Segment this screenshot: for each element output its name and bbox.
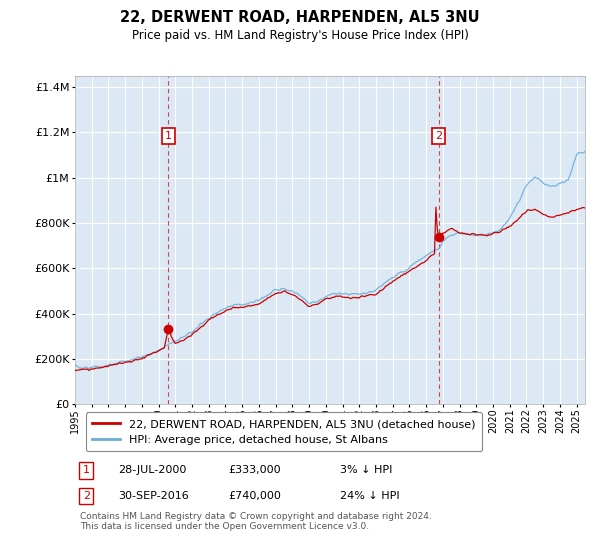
Legend: 22, DERWENT ROAD, HARPENDEN, AL5 3NU (detached house), HPI: Average price, detac: 22, DERWENT ROAD, HARPENDEN, AL5 3NU (de… [86, 412, 482, 451]
Text: 2: 2 [435, 130, 442, 141]
Text: 1: 1 [165, 130, 172, 141]
Text: 1: 1 [83, 465, 90, 475]
Text: 22, DERWENT ROAD, HARPENDEN, AL5 3NU: 22, DERWENT ROAD, HARPENDEN, AL5 3NU [120, 10, 480, 25]
Text: 3% ↓ HPI: 3% ↓ HPI [340, 465, 392, 475]
Text: 30-SEP-2016: 30-SEP-2016 [118, 491, 189, 501]
Text: 2: 2 [83, 491, 90, 501]
Text: Contains HM Land Registry data © Crown copyright and database right 2024.
This d: Contains HM Land Registry data © Crown c… [80, 512, 432, 531]
Text: £740,000: £740,000 [228, 491, 281, 501]
Text: 28-JUL-2000: 28-JUL-2000 [118, 465, 187, 475]
Text: 24% ↓ HPI: 24% ↓ HPI [340, 491, 400, 501]
Text: £333,000: £333,000 [228, 465, 281, 475]
Text: Price paid vs. HM Land Registry's House Price Index (HPI): Price paid vs. HM Land Registry's House … [131, 29, 469, 42]
